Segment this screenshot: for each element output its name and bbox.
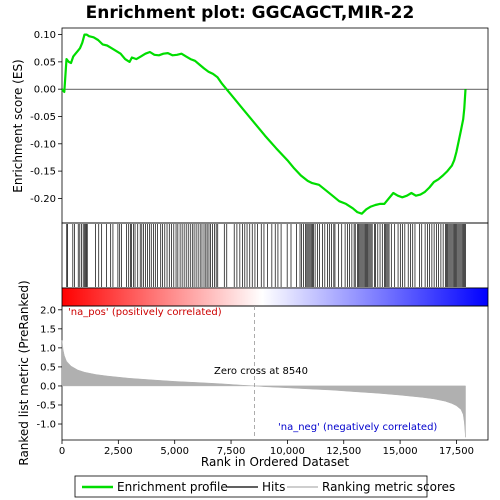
legend-hits-label: Hits: [262, 480, 285, 494]
xlabel: Rank in Ordered Dataset: [201, 455, 349, 469]
pos-correlated-label: 'na_pos' (positively correlated): [68, 307, 222, 318]
xtick-label: 0: [59, 446, 65, 457]
enrichment-profile-line: [61, 33, 467, 215]
metric-ytick-label: 1.0: [40, 343, 56, 354]
metric-ytick-label: -0.5: [36, 400, 56, 411]
chart-title: Enrichment plot: GGCAGCT,MIR-22: [86, 3, 415, 23]
es-ytick-label: 0.10: [34, 30, 56, 41]
metric-ylabel: Ranked list metric (PreRanked): [17, 280, 31, 465]
xtick-label: 7,500: [217, 446, 246, 457]
metric-ytick-label: 1.5: [40, 324, 56, 335]
es-ytick-label: -0.05: [30, 112, 56, 123]
zero-cross-label: Zero cross at 8540: [214, 366, 308, 377]
es-ytick-label: 0.05: [34, 57, 56, 68]
metric-ytick-label: 0.5: [40, 362, 56, 373]
es-ytick-label: 0.00: [34, 85, 56, 96]
ranking-metric-area: [61, 340, 466, 438]
es-ylabel: Enrichment score (ES): [11, 59, 25, 192]
legend-enrichment-label: Enrichment profile: [117, 480, 228, 494]
xtick-label: 15,000: [383, 446, 418, 457]
es-panel-frame: [61, 27, 489, 224]
legend-metric-label: Ranking metric scores: [322, 480, 455, 494]
xtick-label: 17,500: [439, 446, 474, 457]
rank-colorbar: [61, 287, 489, 307]
xtick-label: 10,000: [270, 446, 305, 457]
es-panel: 0.10 0.05 0.00 -0.05 -0.10 -0.15 -0.20: [30, 30, 488, 215]
metric-panel: 2.0 1.5 1.0 0.5 0.0 -0.5 -1.0 0 2,500 5,000 7,500 1…: [36, 305, 473, 457]
xtick-label: 2,500: [104, 446, 133, 457]
es-ytick-label: -0.20: [30, 194, 56, 205]
neg-correlated-label: 'na_neg' (negatively correlated): [278, 422, 437, 433]
legend: Enrichment profile Hits Ranking metric s…: [74, 475, 455, 498]
xtick-label: 12,500: [326, 446, 361, 457]
metric-ytick-label: 2.0: [40, 305, 56, 316]
es-ytick-label: -0.10: [30, 139, 56, 150]
hits-panel: [66, 224, 466, 287]
metric-ytick-label: 0.0: [40, 381, 56, 392]
xtick-label: 5,000: [160, 446, 189, 457]
metric-ytick-label: -1.0: [36, 420, 56, 431]
es-ytick-label: -0.15: [30, 167, 56, 178]
